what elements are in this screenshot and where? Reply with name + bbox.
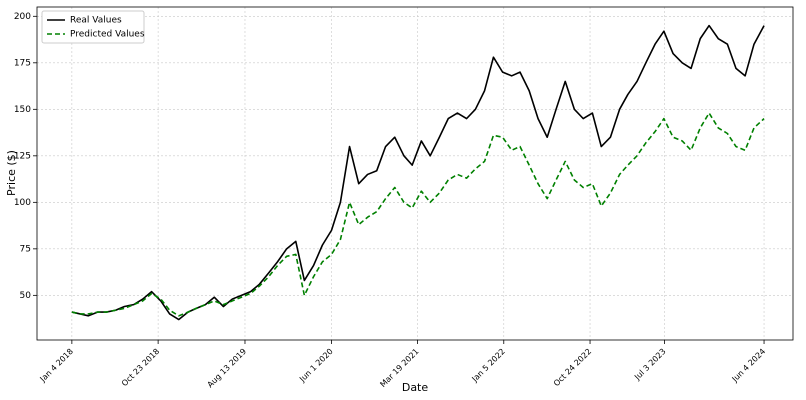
series-line bbox=[71, 24, 765, 321]
x-tick-label: Jan 4 2018 bbox=[38, 347, 75, 384]
x-tick-label: Aug 13 2019 bbox=[206, 347, 249, 390]
legend: Real Values Predicted Values bbox=[41, 10, 145, 44]
x-tick-label: Jan 5 2022 bbox=[470, 347, 507, 384]
y-tick-label: 150 bbox=[14, 105, 31, 115]
legend-frame bbox=[41, 10, 145, 44]
y-tick-label: 75 bbox=[20, 244, 31, 254]
y-tick-label: 100 bbox=[14, 198, 31, 208]
y-axis-label: Price ($) bbox=[5, 150, 18, 196]
x-tick-label: Jun 1 2020 bbox=[297, 347, 335, 385]
plot-frame bbox=[36, 6, 794, 341]
legend-label: Predicted Values bbox=[70, 30, 145, 40]
x-tick-label: Oct 24 2022 bbox=[552, 347, 593, 388]
x-tick-label: Jun 4 2024 bbox=[730, 347, 768, 385]
y-tick-label: 50 bbox=[20, 291, 32, 301]
series-line bbox=[71, 112, 765, 317]
legend-label: Real Values bbox=[70, 16, 122, 26]
y-tick-label: 175 bbox=[14, 58, 31, 68]
x-tick-label: Oct 23 2018 bbox=[120, 347, 161, 388]
y-tick-label: 200 bbox=[14, 12, 31, 22]
y-tick-label: 125 bbox=[14, 151, 31, 161]
x-tick-label: Jul 3 2023 bbox=[632, 347, 667, 382]
x-axis-label: Date bbox=[402, 381, 429, 394]
